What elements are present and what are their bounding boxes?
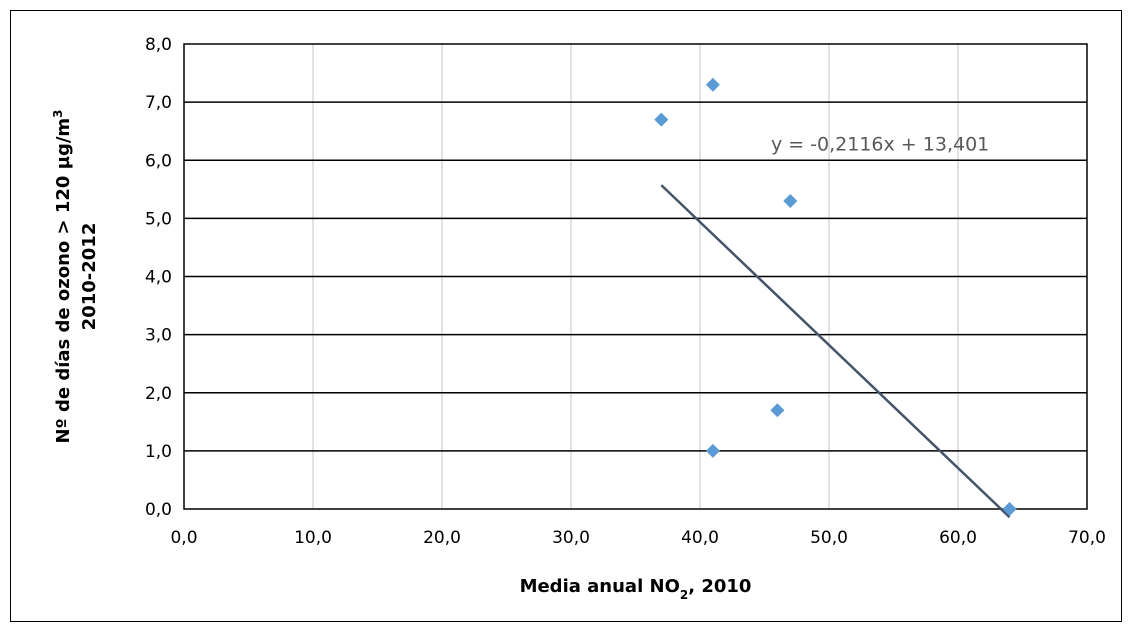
x-tick-label: 30,0 — [552, 528, 590, 548]
x-tick-labels: 0,0 10,0 20,0 30,0 40,0 50,0 60,0 70,0 — [170, 528, 1105, 548]
x-axis-title: Media anual NO2, 2010 — [520, 576, 752, 602]
data-point — [783, 193, 798, 208]
y-tick-label: 0,0 — [145, 500, 172, 520]
y-tick-label: 5,0 — [145, 209, 172, 229]
y-axis-title-main: Nº de días de ozono > 120 µg/m — [53, 118, 74, 444]
y-tick-label: 4,0 — [145, 268, 172, 288]
x-tick-label: 10,0 — [294, 528, 332, 548]
y-tick-labels: 0,0 1,0 2,0 3,0 4,0 5,0 6,0 7,0 8,0 — [145, 35, 172, 520]
horizontal-gridlines — [184, 101, 1087, 452]
y-tick-label: 6,0 — [145, 151, 172, 171]
x-axis-title-subscript: 2 — [680, 588, 688, 602]
x-tick-label: 40,0 — [681, 528, 719, 548]
trendline — [660, 184, 1011, 519]
y-tick-label: 7,0 — [145, 93, 172, 113]
y-tick-label: 2,0 — [145, 384, 172, 404]
plot-area-border — [183, 43, 1088, 510]
x-tick-label: 0,0 — [170, 528, 197, 548]
data-point — [654, 112, 669, 127]
x-axis-title-main: Media anual NO — [520, 576, 680, 597]
y-tick-label: 8,0 — [145, 35, 172, 55]
y-tick-label: 1,0 — [145, 442, 172, 462]
chart-frame: 0,0 1,0 2,0 3,0 4,0 5,0 6,0 7,0 8,0 0,0 10,0 20,0 3… — [10, 10, 1122, 622]
x-tick-label: 60,0 — [939, 528, 977, 548]
data-point — [705, 77, 720, 92]
data-point — [705, 443, 720, 458]
scatter-chart: 0,0 1,0 2,0 3,0 4,0 5,0 6,0 7,0 8,0 0,0 10,0 20,0 3… — [51, 35, 1106, 602]
data-points — [654, 77, 1017, 516]
y-axis-title-line2: 2010-2012 — [79, 223, 100, 331]
y-axis-title-line1: Nº de días de ozono > 120 µg/m3 — [51, 109, 74, 443]
x-axis-title-suffix: , 2010 — [688, 576, 751, 597]
data-point — [770, 403, 785, 418]
x-tick-label: 70,0 — [1068, 528, 1106, 548]
trendline-equation: y = -0,2116x + 13,401 — [771, 134, 989, 156]
data-point — [1002, 502, 1017, 516]
y-axis-title-superscript: 3 — [51, 109, 65, 117]
x-tick-label: 50,0 — [810, 528, 848, 548]
y-tick-label: 3,0 — [145, 326, 172, 346]
x-tick-label: 20,0 — [423, 528, 461, 548]
